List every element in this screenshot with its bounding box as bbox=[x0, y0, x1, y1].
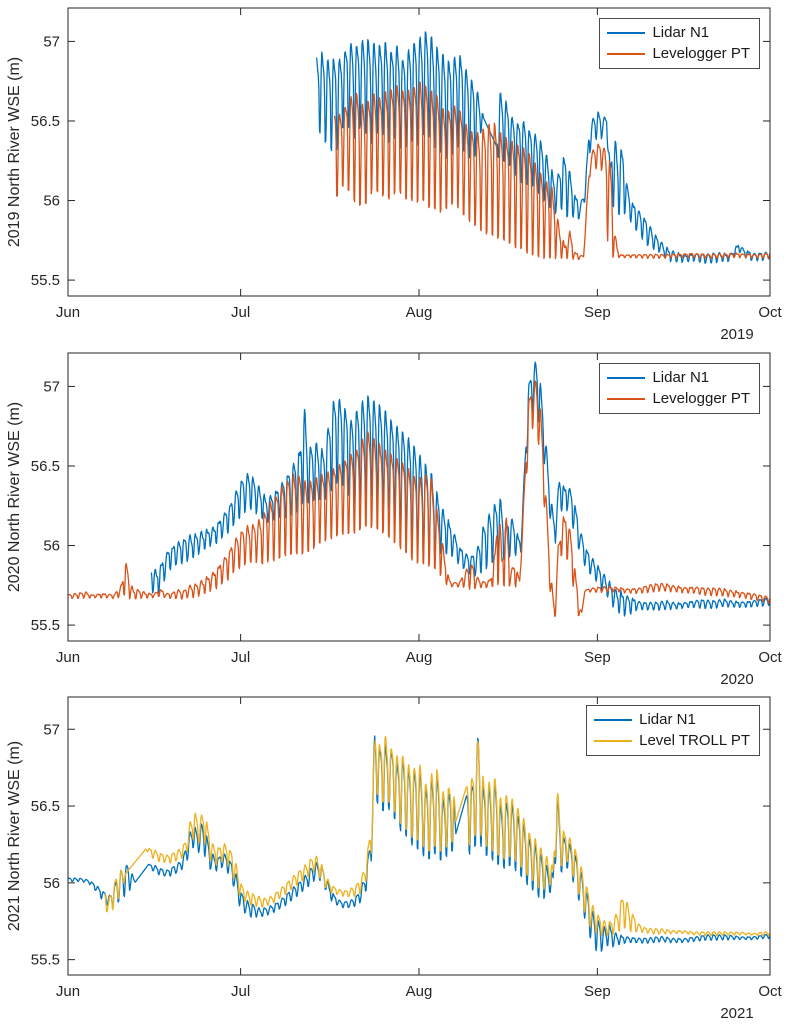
panel-2019: Jun Jul Aug Sep Oct 55.5 56 56.5 57 2019 2019 Nort… bbox=[0, 0, 792, 345]
legend-line-swatch bbox=[607, 52, 646, 55]
x-tick-label: Jul bbox=[231, 304, 250, 321]
legend-label: Lidar N1 bbox=[639, 711, 696, 728]
legend-2020: Lidar N1 Levelogger PT bbox=[599, 363, 760, 414]
y-tick-label: 56 bbox=[43, 193, 60, 210]
y-tick-label: 56.5 bbox=[31, 113, 60, 130]
legend-label: Lidar N1 bbox=[652, 369, 710, 386]
y-tick-label: 57 bbox=[43, 33, 60, 50]
series-line-lidar-n1 bbox=[150, 361, 770, 617]
legend-item: Levelogger PT bbox=[607, 43, 750, 64]
x-tick-label: Aug bbox=[406, 649, 433, 666]
legend-label: Levelogger PT bbox=[652, 390, 750, 407]
panel-2020: Jun Jul Aug Sep Oct 55.5 56 56.5 57 2020 2020 Nort… bbox=[0, 345, 792, 690]
x-tick-label: Aug bbox=[406, 983, 433, 1000]
x-tick-label: Oct bbox=[758, 983, 782, 1000]
y-tick-label: 56.5 bbox=[31, 458, 60, 475]
y-tick-label: 56.5 bbox=[31, 798, 60, 815]
y-tick-label: 57 bbox=[43, 721, 60, 738]
x-tick-label: Jun bbox=[56, 304, 80, 321]
x-tick-label: Jun bbox=[56, 983, 80, 1000]
x-tick-label: Jul bbox=[231, 649, 250, 666]
y-tick-label: 56 bbox=[43, 875, 60, 892]
x-axis-year-label: 2019 bbox=[720, 326, 753, 343]
legend-2021: Lidar N1 Level TROLL PT bbox=[586, 705, 760, 756]
series-line-levelogger-pt bbox=[333, 81, 770, 261]
y-tick-label: 55.5 bbox=[31, 617, 60, 634]
y-axis-label: 2021 North River WSE (m) bbox=[6, 741, 23, 931]
series-line-levelogger-pt bbox=[68, 380, 770, 618]
series-line-lidar-n1 bbox=[315, 31, 770, 264]
y-tick-label: 55.5 bbox=[31, 272, 60, 289]
legend-item: Lidar N1 bbox=[607, 22, 750, 43]
legend-line-swatch bbox=[594, 718, 633, 721]
legend-item: Levelogger PT bbox=[607, 388, 750, 409]
y-tick-label: 55.5 bbox=[31, 952, 60, 969]
y-axis-label: 2020 North River WSE (m) bbox=[6, 402, 23, 592]
x-tick-label: Sep bbox=[584, 983, 611, 1000]
legend-line-swatch bbox=[594, 739, 633, 742]
legend-line-swatch bbox=[607, 31, 646, 34]
legend-line-swatch bbox=[607, 397, 646, 400]
x-tick-label: Jun bbox=[56, 649, 80, 666]
legend-item: Lidar N1 bbox=[607, 367, 750, 388]
x-tick-label: Sep bbox=[584, 649, 611, 666]
legend-item: Level TROLL PT bbox=[594, 730, 750, 751]
x-tick-label: Oct bbox=[758, 304, 782, 321]
x-tick-label: Jul bbox=[231, 983, 250, 1000]
legend-label: Lidar N1 bbox=[652, 24, 710, 41]
x-tick-label: Sep bbox=[584, 304, 611, 321]
legend-label: Levelogger PT bbox=[652, 45, 750, 62]
legend-2019: Lidar N1 Levelogger PT bbox=[599, 18, 760, 69]
series-line-level-troll-pt bbox=[103, 735, 770, 937]
x-axis-year-label: 2020 bbox=[720, 671, 753, 688]
legend-line-swatch bbox=[607, 376, 646, 379]
panel-2021: Jun Jul Aug Sep Oct 55.5 56 56.5 57 2021 2021 Nort… bbox=[0, 690, 792, 1036]
x-tick-label: Oct bbox=[758, 649, 782, 666]
legend-label: Level TROLL PT bbox=[639, 732, 750, 749]
y-tick-label: 56 bbox=[43, 538, 60, 555]
y-tick-label: 57 bbox=[43, 378, 60, 395]
x-axis-year-label: 2021 bbox=[720, 1005, 753, 1022]
y-axis-label: 2019 North River WSE (m) bbox=[6, 57, 23, 247]
legend-item: Lidar N1 bbox=[594, 709, 750, 730]
x-tick-label: Aug bbox=[406, 304, 433, 321]
